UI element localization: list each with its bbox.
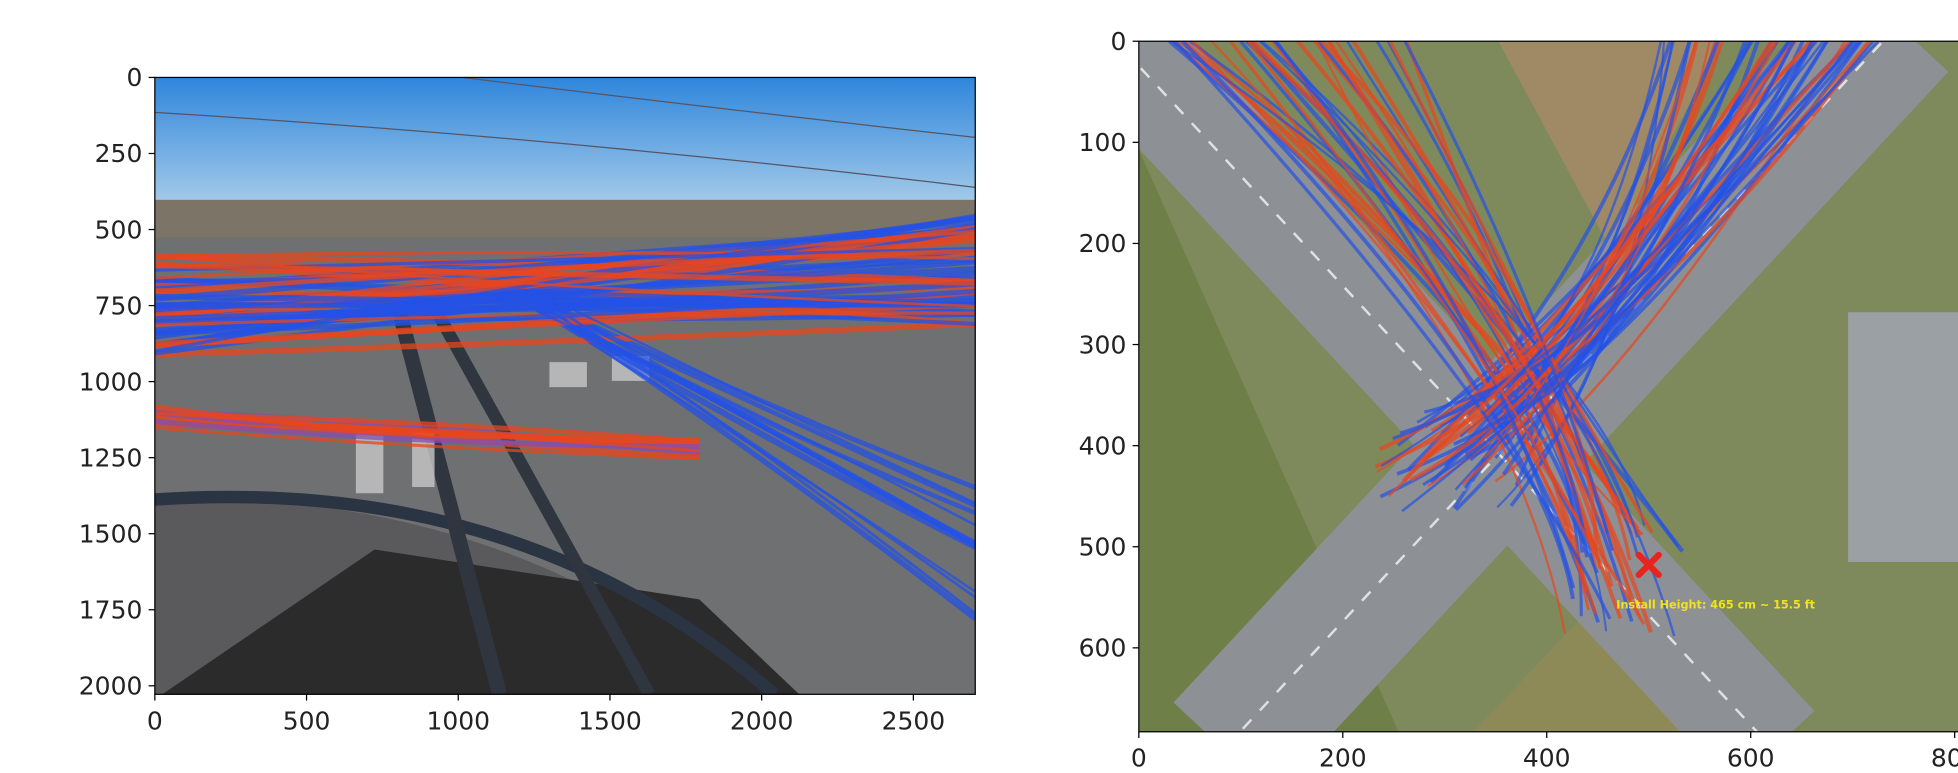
x-tick-label: 500	[283, 706, 331, 735]
y-tick-label: 2000	[79, 672, 143, 701]
x-tick-label: 0	[147, 706, 163, 735]
trajectory	[155, 304, 975, 306]
figure: 0500100015002000250002505007501000125015…	[0, 0, 1958, 773]
x-tick-label: 2000	[730, 706, 794, 735]
x-tick-label: 1000	[426, 706, 490, 735]
y-tick-label: 200	[1079, 229, 1127, 258]
y-tick-label: 100	[1079, 128, 1127, 157]
camera-image	[155, 77, 975, 694]
y-tick-label: 1500	[79, 519, 143, 548]
y-tick-label: 1000	[79, 367, 143, 396]
y-tick-label: 400	[1079, 431, 1127, 460]
y-tick-label: 0	[126, 63, 142, 92]
x-tick-label: 400	[1523, 744, 1571, 773]
x-tick-label: 2500	[882, 706, 946, 735]
y-tick-label: 750	[95, 291, 143, 320]
annotation: Install Height: 465 cm ~ 15.5 ft	[1616, 599, 1815, 612]
y-tick-label: 300	[1079, 330, 1127, 359]
x-tick-label: 600	[1727, 744, 1775, 773]
y-tick-label: 500	[95, 215, 143, 244]
x-tick-label: 0	[1131, 744, 1147, 773]
x-tick-label: 800	[1931, 744, 1958, 773]
y-tick-label: 1250	[79, 443, 143, 472]
x-tick-label: 1500	[578, 706, 642, 735]
y-tick-label: 500	[1079, 532, 1127, 561]
y-tick-label: 250	[95, 139, 143, 168]
y-tick-label: 0	[1110, 27, 1126, 56]
y-tick-label: 600	[1079, 634, 1127, 663]
x-tick-label: 200	[1319, 744, 1367, 773]
y-tick-label: 1750	[79, 595, 143, 624]
